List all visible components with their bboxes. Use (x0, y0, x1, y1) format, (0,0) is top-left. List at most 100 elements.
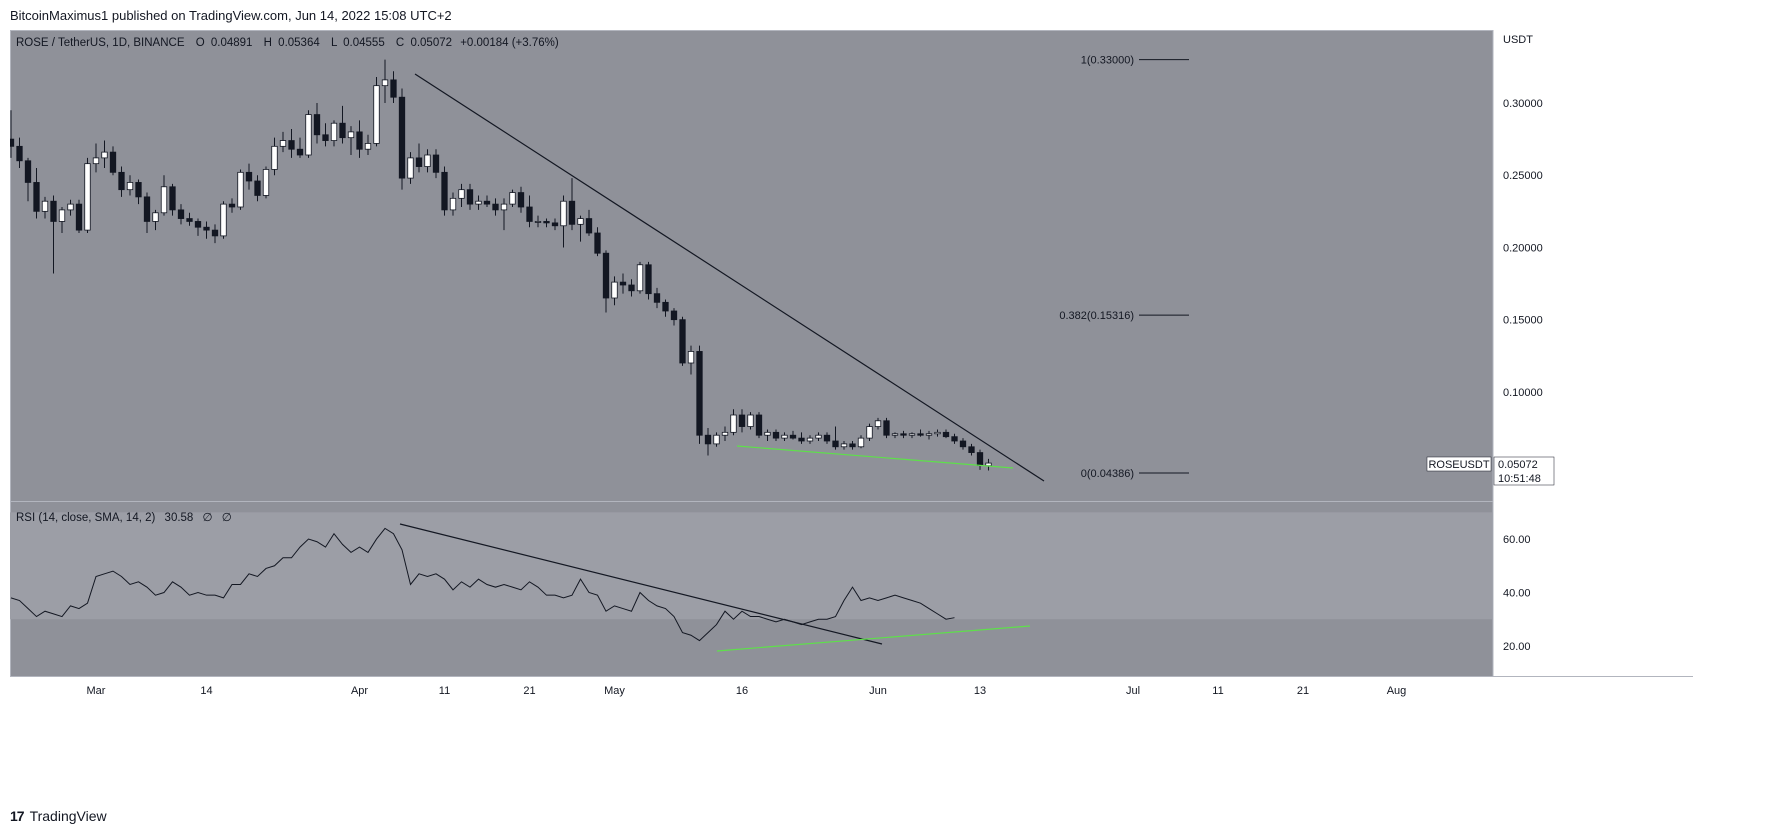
price-axis-bg[interactable] (1493, 30, 1693, 676)
candle (160, 175, 168, 216)
candle (41, 196, 49, 219)
time-axis-label: 14 (200, 685, 212, 697)
candle-body (271, 145, 278, 170)
time-axis-bg[interactable] (10, 677, 1693, 796)
price-descending-trendline[interactable] (414, 73, 1045, 482)
legend-change: +0.00184 (+3.76%) (460, 37, 559, 49)
candle-body (747, 414, 754, 427)
candle-body (925, 433, 933, 436)
time-axis-label: Jul (1126, 685, 1140, 697)
candle-body (628, 284, 635, 292)
footer-brand: TradingView (29, 808, 107, 824)
candle (823, 432, 831, 444)
candle-body (228, 203, 236, 208)
candle-body (874, 420, 882, 427)
rsi-descending-trendline[interactable] (399, 523, 883, 645)
candle-body (203, 226, 210, 231)
rsi-band (10, 512, 1492, 620)
candle (254, 175, 261, 202)
candle-body (781, 434, 788, 439)
candle (33, 168, 40, 219)
candle-body (738, 414, 746, 427)
time-axis-label: May (604, 685, 625, 697)
candle-body (764, 431, 771, 436)
time-axis-label: 13 (974, 685, 986, 697)
candle-body (832, 440, 839, 448)
candle-body (143, 196, 151, 222)
candle-body (254, 180, 261, 196)
candle-body (262, 169, 270, 196)
rsi-support-line[interactable] (716, 625, 1031, 652)
candle (492, 198, 499, 216)
candle (143, 192, 151, 233)
candle (135, 179, 142, 205)
candle-body (645, 264, 652, 295)
candle-body (611, 281, 618, 299)
candle-body (849, 443, 856, 448)
candle (602, 250, 610, 313)
price-ticks-group: 0.30000 0.25000 0.20000 0.15000 0.10000 (1503, 98, 1543, 399)
candle-body (976, 452, 984, 466)
candle (934, 429, 941, 437)
legend-line: ROSE / TetherUS, 1D, BINANCE O 0.04891 H… (16, 37, 559, 49)
candle-body (109, 151, 117, 173)
legend-l-label: L (331, 37, 338, 49)
candle (772, 429, 780, 441)
candle (245, 163, 253, 190)
candle (262, 166, 270, 199)
candle (211, 224, 219, 244)
candle (50, 195, 57, 274)
candle (653, 287, 661, 309)
candle-body (458, 189, 465, 199)
candle (356, 120, 363, 158)
candle-body (951, 436, 958, 442)
candle (968, 443, 975, 456)
candle (704, 428, 712, 456)
price-support-line[interactable] (736, 445, 1014, 469)
fib-group: 1(0.33000) 0.382(0.15316) 0(0.04386) (1059, 55, 1189, 480)
candle-body (441, 171, 448, 211)
candle-body (449, 197, 457, 211)
candle (662, 299, 669, 317)
candle-body (653, 293, 661, 303)
time-axis-label: 11 (1212, 685, 1223, 697)
candle-body (798, 437, 805, 442)
candle-body (169, 186, 176, 211)
candle-body (713, 434, 720, 445)
candle (721, 426, 729, 441)
candle-body (75, 203, 83, 231)
candle (543, 218, 550, 228)
price-tick-label: 0.15000 (1503, 315, 1543, 327)
footer: 17 TradingView (10, 808, 107, 824)
candle (628, 279, 635, 297)
candle-body (135, 182, 142, 198)
candle-body (934, 431, 941, 435)
candle-body (679, 319, 686, 364)
candle-body (347, 131, 355, 139)
candle-body (900, 433, 907, 436)
tradingview-logo-icon: 17 (10, 808, 25, 824)
candle-body (730, 414, 737, 433)
legend-o-label: O (196, 37, 205, 49)
chart-canvas[interactable]: 1(0.33000) 0.382(0.15316) 0(0.04386) 0.300… (10, 30, 1693, 796)
candle-body (517, 192, 525, 208)
chart-frame (10, 30, 1693, 796)
candle (976, 449, 984, 470)
candle-body (908, 433, 916, 436)
candle-body (466, 189, 474, 205)
candle (679, 316, 686, 366)
candle (415, 143, 423, 173)
candle (373, 77, 380, 147)
candle-body (373, 85, 380, 144)
candle (696, 345, 703, 444)
candle-body (883, 420, 890, 436)
candle-body (194, 221, 202, 228)
candle-body (118, 171, 125, 191)
price-badge: ROSEUSDT 0.05072 10:51:48 (1426, 456, 1555, 486)
candle (347, 126, 355, 155)
candle-body (866, 426, 873, 439)
candle (305, 110, 312, 158)
candle-body (237, 171, 244, 208)
candle (364, 134, 372, 155)
price-badge-symbol-bg (1426, 456, 1492, 472)
